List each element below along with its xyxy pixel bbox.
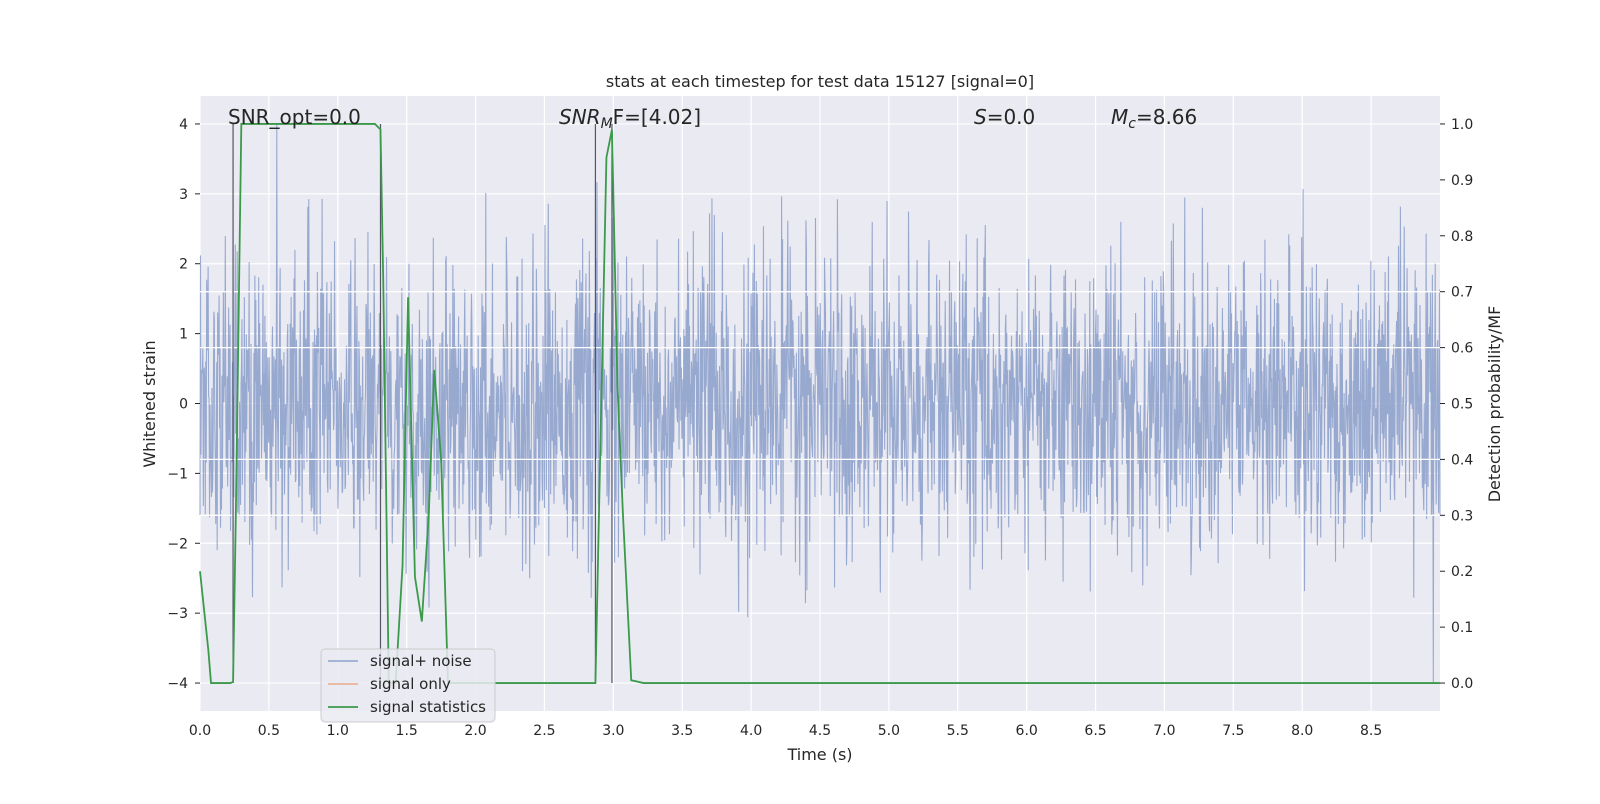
y-tick-label: −1: [167, 466, 188, 482]
y-right-tick-label: 0.0: [1451, 676, 1473, 692]
x-tick-label: 2.5: [533, 723, 555, 739]
snr-mf-rest: F=[4.02]: [613, 105, 701, 129]
y-right-tick-label: 0.2: [1451, 564, 1473, 580]
snr-mf-annotation: SNRMF=[4.02]: [559, 105, 701, 132]
y-right-tick-label: 0.7: [1451, 285, 1473, 301]
y-right-tick-label: 0.1: [1451, 620, 1473, 636]
y-tick-label: 2: [179, 257, 188, 273]
statistics-series: [199, 123, 1440, 684]
legend-label-noise: signal+ noise: [370, 652, 472, 670]
mc-sub: c: [1128, 116, 1136, 132]
mc-annotation: Mc=8.66: [1111, 105, 1197, 132]
s-annotation: S=0.0: [974, 105, 1035, 129]
y-axis-label: Whitened strain: [140, 340, 159, 467]
x-tick-label: 4.0: [740, 723, 762, 739]
y-right-tick-label: 0.3: [1451, 508, 1473, 524]
y-tick-label: 3: [179, 187, 188, 203]
x-tick-label: 4.5: [809, 723, 831, 739]
s-label: S: [974, 105, 987, 129]
legend-label-signal: signal only: [370, 675, 451, 693]
y-tick-label: −2: [167, 536, 188, 552]
x-axis-ticks: 0.0 0.5 1.0 1.5 2.0 2.5 3.0 3.5 4.0 4.5 5.0 5.5 6.0 6…: [189, 723, 1382, 739]
y-right-tick-label: 0.4: [1451, 452, 1473, 468]
x-tick-label: 2.0: [464, 723, 486, 739]
y-tick-label: 4: [179, 117, 188, 133]
y-tick-label: −3: [167, 606, 188, 622]
x-tick-label: 0.0: [189, 723, 211, 739]
y-right-tick-label: 0.9: [1451, 173, 1473, 189]
x-axis-label: Time (s): [786, 745, 852, 764]
x-tick-label: 0.5: [258, 723, 280, 739]
x-tick-label: 3.5: [671, 723, 693, 739]
x-tick-label: 3.0: [602, 723, 624, 739]
y-right-axis-label: Detection probability/MF: [1485, 306, 1504, 503]
y-right-axis-ticks: 1.0 0.9 0.8 0.7 0.6 0.5 0.4 0.3 0.2 0.1 0.0: [1440, 117, 1473, 692]
y-right-tick-label: 0.5: [1451, 397, 1473, 413]
noise-line: [199, 123, 1441, 684]
snr-opt-annotation: SNR_opt=0.0: [228, 105, 361, 129]
chart-title: stats at each timestep for test data 151…: [606, 72, 1034, 91]
x-tick-label: 8.5: [1360, 723, 1382, 739]
statistics-line: [199, 123, 1440, 684]
y-tick-label: −4: [167, 676, 188, 692]
x-tick-label: 6.0: [1016, 723, 1038, 739]
y-right-tick-label: 1.0: [1451, 117, 1473, 133]
x-tick-label: 7.0: [1153, 723, 1175, 739]
x-tick-label: 1.0: [327, 723, 349, 739]
y-right-tick-label: 0.8: [1451, 229, 1473, 245]
y-right-tick-label: 0.6: [1451, 341, 1473, 357]
s-value: =0.0: [987, 105, 1036, 129]
legend: signal+ noise signal only signal statist…: [320, 648, 496, 723]
legend-box: [320, 648, 496, 723]
x-tick-label: 7.5: [1222, 723, 1244, 739]
y-tick-label: 1: [179, 327, 188, 343]
mc-value: =8.66: [1136, 105, 1197, 129]
x-tick-label: 6.5: [1084, 723, 1106, 739]
legend-label-statistics: signal statistics: [370, 698, 486, 716]
y-tick-label: 0: [179, 397, 188, 413]
x-tick-label: 5.5: [947, 723, 969, 739]
noise-series: [199, 123, 1441, 684]
snr-mf-sub: M: [601, 116, 613, 132]
x-tick-label: 5.0: [878, 723, 900, 739]
x-tick-label: 1.5: [396, 723, 418, 739]
y-axis-ticks: 4 3 2 1 0 −1 −2 −3 −4: [167, 117, 200, 692]
x-tick-label: 8.0: [1291, 723, 1313, 739]
snr-mf-main: SNR: [559, 105, 601, 129]
mc-main: M: [1111, 105, 1128, 129]
